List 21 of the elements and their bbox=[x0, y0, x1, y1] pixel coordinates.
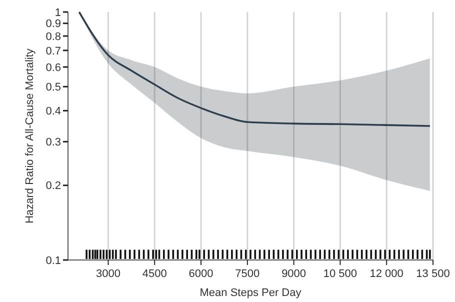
x-tick-label: 3000 bbox=[96, 268, 120, 280]
y-tick-label: 0.8 bbox=[46, 30, 61, 43]
x-tick-label: 4500 bbox=[142, 268, 167, 280]
x-tick-label: 9000 bbox=[282, 268, 306, 280]
x-axis-title: Mean Steps Per Day bbox=[200, 287, 302, 299]
y-tick-label: 0.7 bbox=[46, 45, 61, 58]
y-tick-label: 0.1 bbox=[46, 254, 61, 267]
x-tick-label: 12 000 bbox=[370, 268, 404, 280]
y-tick-label: 0.3 bbox=[46, 136, 61, 149]
y-tick-label: 0.6 bbox=[46, 62, 61, 74]
x-tick-label: 6000 bbox=[188, 268, 214, 280]
x-tick-label: 7500 bbox=[235, 268, 260, 280]
y-tick-label: 0.4 bbox=[46, 106, 61, 118]
x-tick-label: 10 500 bbox=[323, 268, 358, 280]
y-tick-label: 0.5 bbox=[46, 82, 61, 94]
y-axis-title: Hazard Ratio for All-Cause Mortality bbox=[24, 48, 36, 224]
line-series bbox=[78, 11, 431, 127]
y-tick-label: 1 bbox=[54, 6, 61, 19]
x-tick-label: 13 500 bbox=[416, 268, 450, 280]
y-tick-label: 0.2 bbox=[46, 180, 61, 192]
y-tick-label: 0.9 bbox=[46, 18, 61, 30]
